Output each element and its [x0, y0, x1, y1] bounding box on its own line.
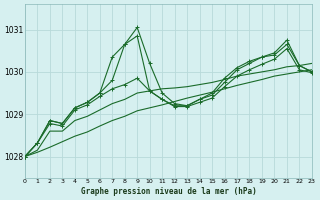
X-axis label: Graphe pression niveau de la mer (hPa): Graphe pression niveau de la mer (hPa) [81, 187, 256, 196]
